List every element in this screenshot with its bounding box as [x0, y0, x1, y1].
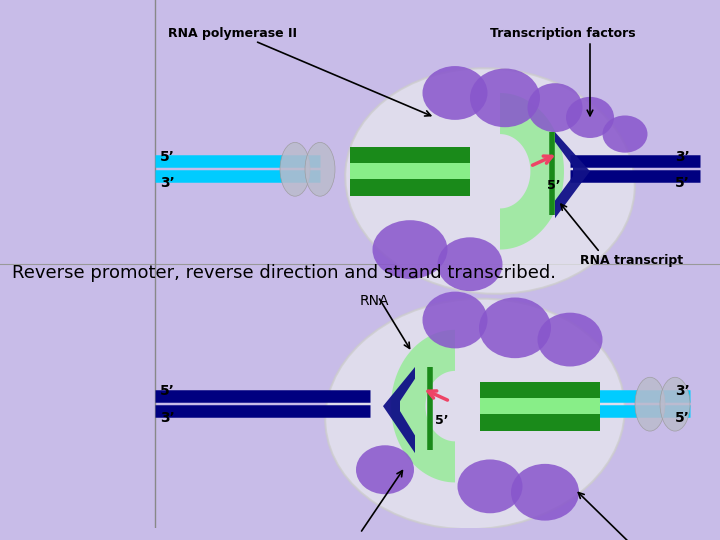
Ellipse shape — [423, 292, 487, 348]
Ellipse shape — [511, 464, 579, 521]
Ellipse shape — [603, 116, 647, 153]
Text: 3’: 3’ — [160, 176, 175, 190]
Ellipse shape — [538, 313, 603, 367]
Text: RNA transcript: RNA transcript — [580, 254, 683, 267]
Ellipse shape — [325, 299, 625, 529]
Text: 3’: 3’ — [675, 150, 690, 164]
Text: 5’: 5’ — [675, 411, 690, 425]
FancyArrowPatch shape — [428, 391, 447, 400]
Ellipse shape — [470, 69, 540, 127]
Text: RNA: RNA — [360, 294, 390, 308]
Text: Transcription factors: Transcription factors — [490, 28, 636, 40]
Ellipse shape — [305, 143, 335, 196]
Text: 5’: 5’ — [160, 384, 175, 399]
Ellipse shape — [372, 220, 448, 279]
Ellipse shape — [457, 460, 523, 514]
Ellipse shape — [280, 143, 310, 196]
Text: RNA polymerase II: RNA polymerase II — [168, 28, 297, 40]
Ellipse shape — [566, 97, 614, 138]
Text: 5’: 5’ — [160, 150, 175, 164]
Text: 5’: 5’ — [547, 179, 560, 192]
Bar — [350, 164, 470, 179]
Text: 3’: 3’ — [675, 384, 690, 399]
Ellipse shape — [345, 68, 635, 294]
Ellipse shape — [356, 446, 414, 494]
Text: 5’: 5’ — [675, 176, 690, 190]
Ellipse shape — [635, 377, 665, 431]
FancyArrowPatch shape — [533, 156, 552, 165]
Bar — [480, 382, 600, 430]
Ellipse shape — [479, 298, 551, 358]
Ellipse shape — [528, 83, 582, 132]
Polygon shape — [383, 367, 415, 453]
Bar — [480, 399, 600, 414]
Polygon shape — [555, 132, 590, 218]
Ellipse shape — [438, 237, 503, 291]
Polygon shape — [391, 330, 455, 482]
Text: 5’: 5’ — [435, 414, 449, 427]
Text: Reverse promoter, reverse direction and strand transcribed.: Reverse promoter, reverse direction and … — [12, 264, 556, 282]
Bar — [350, 147, 470, 195]
Ellipse shape — [660, 377, 690, 431]
Text: 3’: 3’ — [160, 411, 175, 425]
Ellipse shape — [423, 66, 487, 120]
Polygon shape — [500, 93, 564, 249]
